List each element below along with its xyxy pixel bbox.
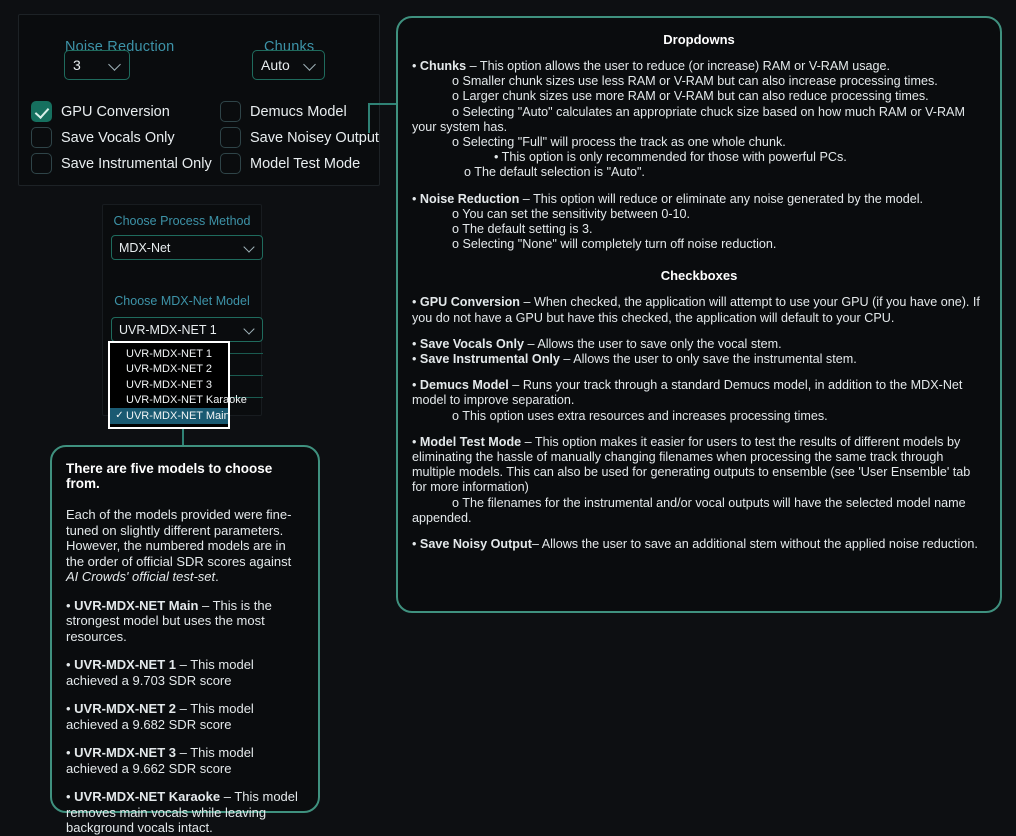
help-gpu-conversion-paragraph: • GPU Conversion – When checked, the app…	[412, 295, 980, 325]
models-callout-item: • UVR-MDX-NET 2 – This model achieved a …	[66, 701, 254, 732]
help-noise-sub-1: o You can set the sensitivity between 0-…	[452, 206, 691, 221]
dropdown-option[interactable]: UVR-MDX-NET Karaoke	[110, 393, 247, 409]
dropdown-option-label: UVR-MDX-NET Main	[126, 409, 230, 422]
process-method-dropdown[interactable]: MDX-Net	[111, 235, 263, 260]
settings-panel: Noise Reduction 3 Chunks Auto GPU Conver…	[18, 14, 380, 186]
check-icon: ✓	[115, 410, 124, 422]
connector-settings-to-help-horizontal	[368, 103, 398, 105]
models-callout-item: • UVR-MDX-NET Karaoke – This model remov…	[66, 789, 298, 835]
choose-process-method-label: Choose Process Method	[113, 214, 251, 228]
noise-reduction-dropdown[interactable]: 3	[64, 50, 130, 80]
noise-reduction-value: 3	[73, 57, 81, 73]
help-info-callout: Dropdowns • Chunks – This option allows …	[396, 16, 1002, 613]
checkbox-save-instrumental-only[interactable]: Save Instrumental Only	[31, 153, 212, 174]
chunks-value: Auto	[261, 57, 290, 73]
chevron-down-icon	[304, 59, 316, 71]
help-save-vocals-only-paragraph: • Save Vocals Only – Allows the user to …	[412, 336, 782, 351]
help-chunks-sub-5: • This option is only recommended for th…	[494, 150, 847, 165]
dropdown-option-label: UVR-MDX-NET 3	[126, 378, 212, 391]
help-model-test-mode-paragraph: • Model Test Mode – This option makes it…	[412, 434, 971, 495]
help-noise-sub-3: o Selecting "None" will completely turn …	[452, 237, 777, 252]
models-callout-title: There are five models to choose from.	[66, 461, 273, 491]
dropdown-option-selected[interactable]: ✓ UVR-MDX-NET Main	[110, 408, 230, 424]
models-callout-item: • UVR-MDX-NET 1 – This model achieved a …	[66, 657, 254, 688]
dropdown-option[interactable]: UVR-MDX-NET 1	[110, 346, 228, 362]
checkbox-save-noisey-output[interactable]: Save Noisey Output	[220, 127, 379, 148]
models-callout-item: • UVR-MDX-NET 3 – This model achieved a …	[66, 745, 254, 776]
dropdown-option-label: UVR-MDX-NET Karaoke	[126, 394, 247, 407]
checkbox-label: Save Instrumental Only	[61, 155, 212, 172]
models-callout-item: • UVR-MDX-NET Main – This is the stronge…	[66, 597, 272, 644]
help-demucs-sub-1: o This option uses extra resources and i…	[452, 408, 828, 423]
help-model-test-mode-sub-1: o The filenames for the instrumental and…	[412, 495, 966, 525]
checkbox-gpu-conversion[interactable]: GPU Conversion	[31, 101, 170, 122]
help-chunks-sub-3: o Selecting "Auto" calculates an appropr…	[412, 104, 965, 134]
help-chunks-paragraph: • Chunks – This option allows the user t…	[412, 59, 891, 73]
checkbox-box-icon[interactable]	[220, 153, 241, 174]
checkbox-label: GPU Conversion	[61, 103, 170, 120]
checkbox-box-icon[interactable]	[31, 153, 52, 174]
dropdown-option-label: UVR-MDX-NET 2	[126, 363, 212, 376]
checkbox-label: Save Noisey Output	[250, 129, 379, 146]
checkbox-label: Demucs Model	[250, 103, 347, 120]
help-demucs-model-paragraph: • Demucs Model – Runs your track through…	[412, 378, 963, 408]
help-chunks-sub-2: o Larger chunk sizes use more RAM or V-R…	[452, 89, 929, 104]
checkbox-save-vocals-only[interactable]: Save Vocals Only	[31, 127, 175, 148]
chevron-down-icon	[245, 243, 255, 253]
choose-mdx-net-model-label: Choose MDX-Net Model	[114, 294, 250, 308]
chunks-dropdown[interactable]: Auto	[252, 50, 325, 80]
help-save-instrumental-only-paragraph: • Save Instrumental Only – Allows the us…	[412, 352, 857, 367]
checkbox-model-test-mode[interactable]: Model Test Mode	[220, 153, 360, 174]
models-info-callout: There are five models to choose from. Ea…	[50, 445, 320, 835]
checkbox-label: Save Vocals Only	[61, 129, 175, 146]
connector-settings-to-help-vertical	[368, 103, 370, 133]
mdx-net-model-value: UVR-MDX-NET 1	[119, 322, 217, 337]
mdx-net-model-dropdown-list[interactable]: UVR-MDX-NET 1 UVR-MDX-NET 2 UVR-MDX-NET …	[108, 341, 247, 429]
help-noise-reduction-paragraph: • Noise Reduction – This option will red…	[412, 191, 924, 206]
checkbox-box-checked-icon[interactable]	[31, 101, 52, 122]
dropdown-option-label: UVR-MDX-NET 1	[126, 347, 212, 360]
dropdown-option[interactable]: UVR-MDX-NET 3	[110, 377, 228, 393]
checkbox-demucs-model[interactable]: Demucs Model	[220, 101, 347, 122]
help-chunks-sub-6: o The default selection is "Auto".	[464, 165, 645, 180]
help-noise-sub-2: o The default setting is 3.	[452, 222, 593, 237]
models-callout-intro: Each of the models provided were fine-tu…	[66, 507, 292, 584]
connector-dropdown-to-models-callout	[182, 418, 184, 447]
dropdowns-heading: Dropdowns	[663, 32, 735, 47]
help-save-noisy-output-paragraph: • Save Noisy Output– Allows the user to …	[412, 537, 978, 552]
dropdown-option[interactable]: UVR-MDX-NET 2	[110, 362, 228, 378]
checkbox-label: Model Test Mode	[250, 155, 361, 172]
help-chunks-sub-1: o Smaller chunk sizes use less RAM or V-…	[452, 74, 938, 89]
checkboxes-heading: Checkboxes	[660, 268, 738, 284]
checkbox-box-icon[interactable]	[220, 127, 241, 148]
process-method-value: MDX-Net	[119, 240, 171, 255]
chevron-down-icon	[245, 325, 255, 335]
help-chunks-sub-4: o Selecting "Full" will process the trac…	[452, 135, 786, 150]
chevron-down-icon	[109, 59, 121, 71]
mdx-net-model-dropdown[interactable]: UVR-MDX-NET 1	[111, 317, 263, 342]
checkbox-box-icon[interactable]	[220, 101, 241, 122]
checkbox-box-icon[interactable]	[31, 127, 52, 148]
